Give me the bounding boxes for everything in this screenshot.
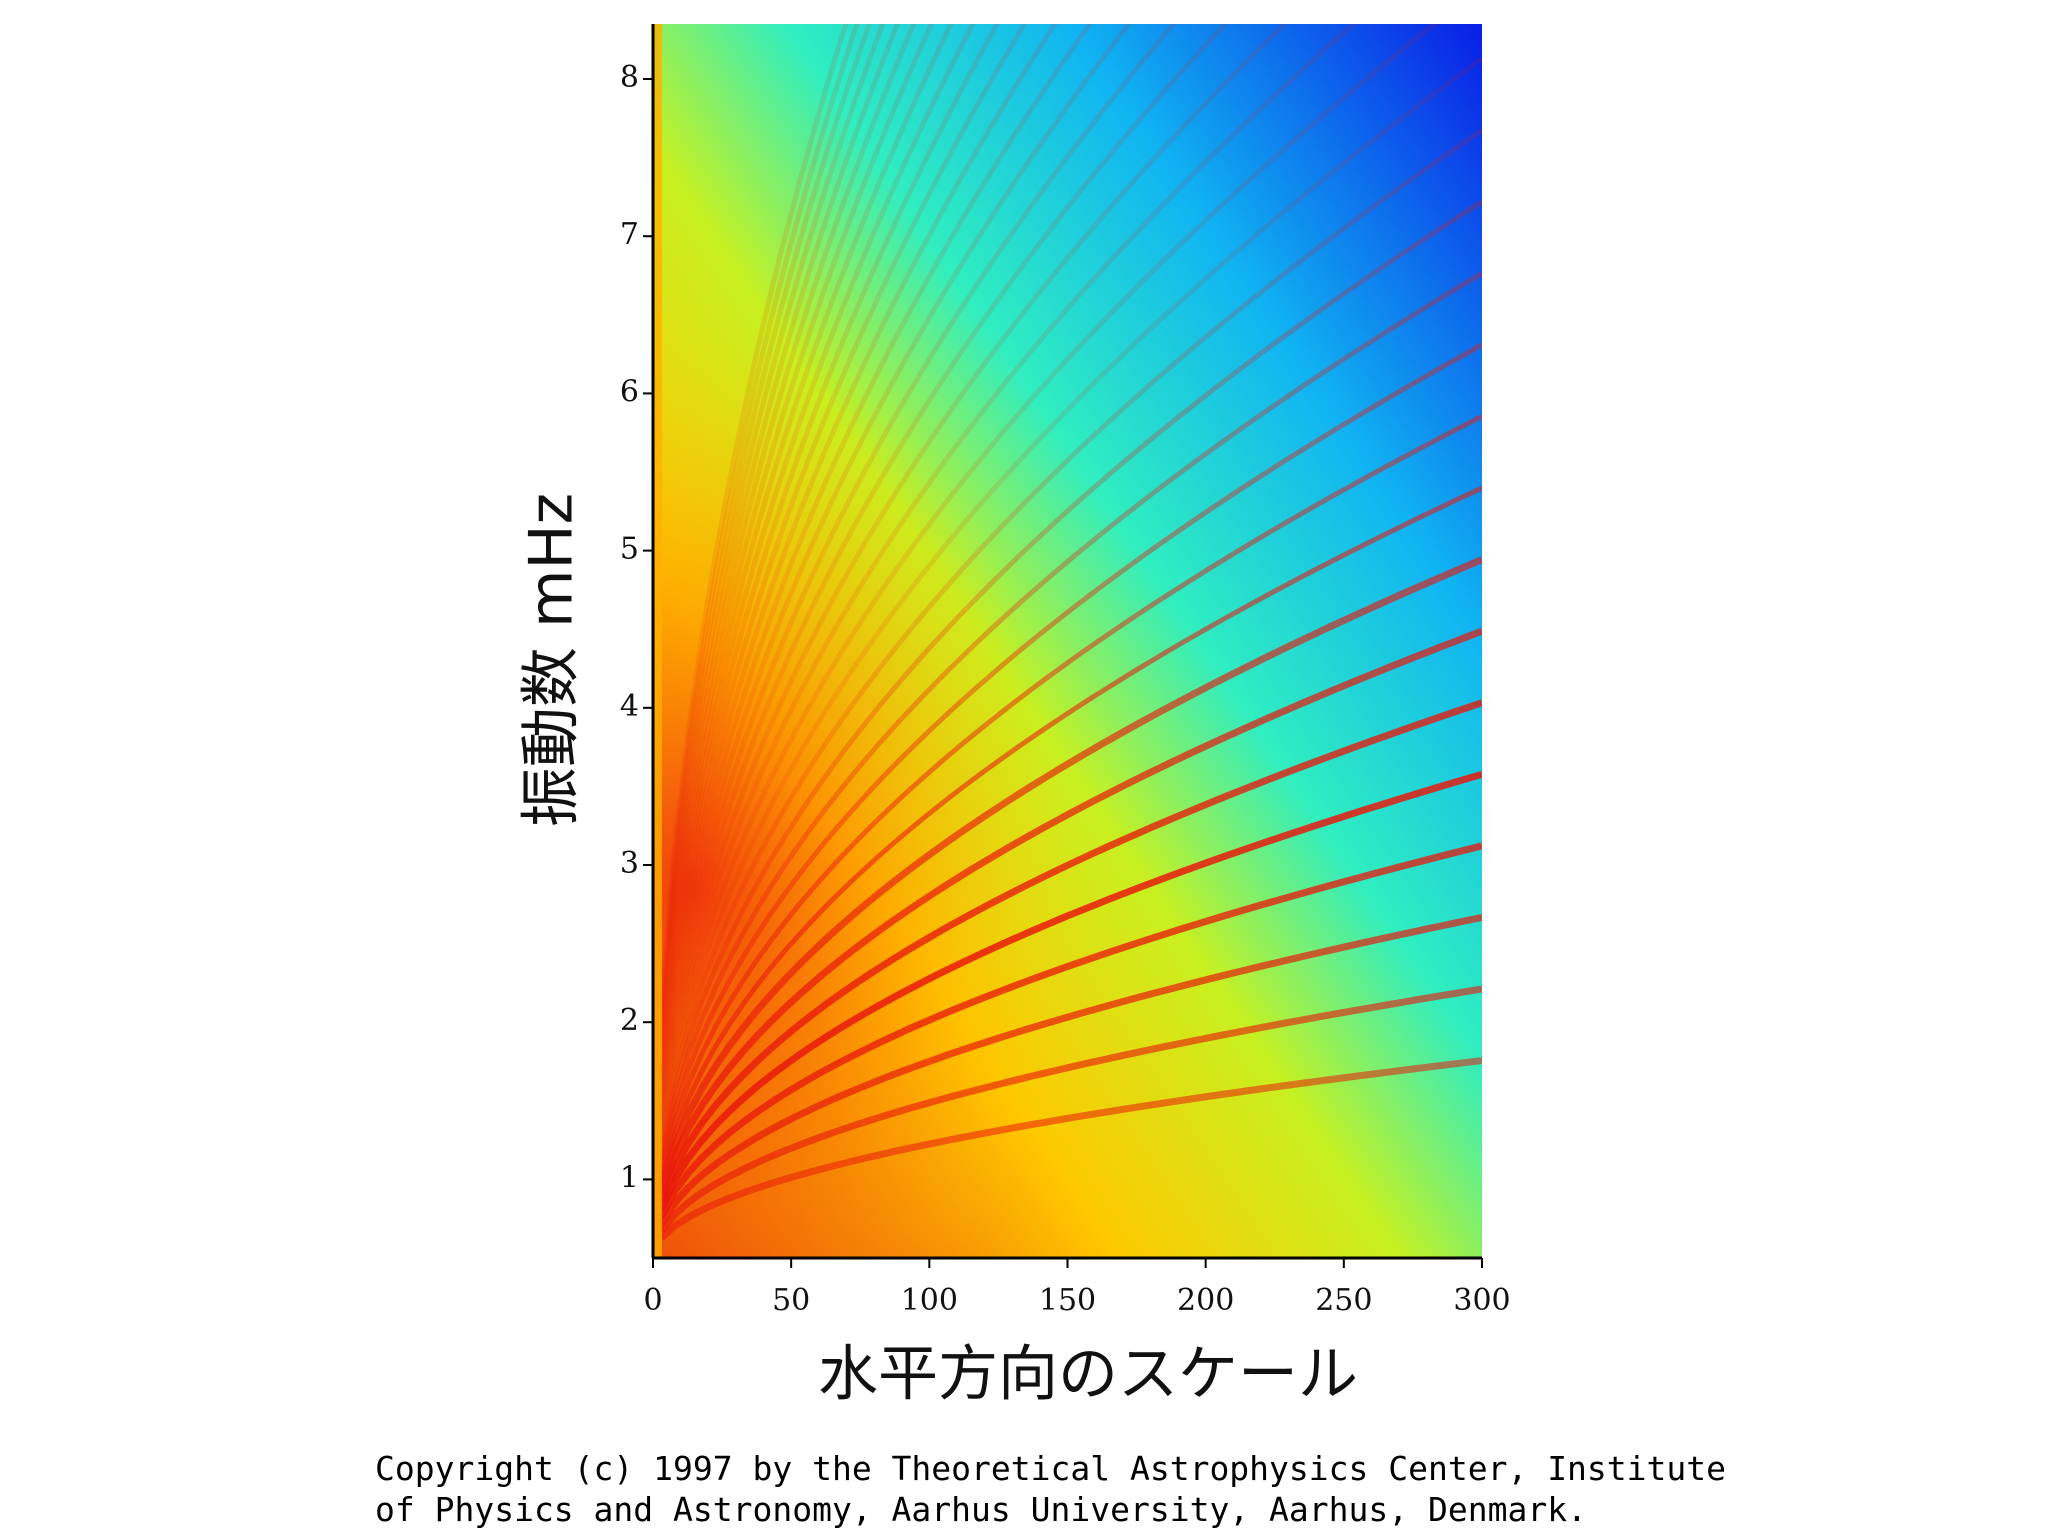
- ridge: [658, 24, 1288, 1117]
- ridge: [658, 842, 1482, 1219]
- ridge: [658, 24, 935, 1046]
- ridge: [658, 414, 1482, 1175]
- x-tick-label: 50: [772, 1283, 810, 1318]
- y-axis-label: 振動数 mHz: [517, 493, 587, 827]
- heatmap-glow: [653, 24, 1482, 1258]
- x-tick-label: 300: [1453, 1283, 1510, 1318]
- ridge: [658, 24, 1001, 1067]
- ridge: [658, 24, 872, 1017]
- ridge: [658, 24, 954, 1053]
- x-tick-label: 100: [901, 1283, 958, 1318]
- ridge: [658, 128, 1482, 1146]
- ridge: [658, 24, 1093, 1089]
- ridge: [658, 485, 1482, 1182]
- ridge: [658, 342, 1482, 1168]
- x-tick-label: 200: [1177, 1283, 1234, 1318]
- ridge: [658, 913, 1482, 1226]
- y-tick-label: 7: [620, 217, 639, 252]
- ridge: [658, 24, 849, 1003]
- copyright-line: Copyright (c) 1997 by the Theoretical As…: [375, 1449, 1726, 1488]
- y-tick-label: 5: [620, 532, 639, 567]
- ridge: [658, 24, 901, 1031]
- left-edge-band: [653, 24, 662, 1258]
- y-tick-label: 6: [620, 374, 639, 409]
- ridge: [658, 24, 976, 1060]
- ridge: [658, 24, 1132, 1096]
- y-tick-label: 1: [620, 1160, 639, 1195]
- ridge: [658, 24, 1177, 1103]
- ridge: [658, 985, 1482, 1234]
- ridge: [658, 24, 1229, 1110]
- x-tick-label: 150: [1039, 1283, 1096, 1318]
- ridge: [658, 770, 1482, 1212]
- ridge: [658, 24, 886, 1024]
- y-tick-label: 4: [620, 689, 639, 724]
- y-tick-label: 2: [620, 1003, 639, 1038]
- ridge: [657, 627, 1482, 1197]
- ridge: [658, 24, 1028, 1074]
- ridge: [658, 56, 1482, 1139]
- ridge: [658, 1057, 1482, 1241]
- ridge: [657, 556, 1482, 1190]
- x-tick-label: 250: [1315, 1283, 1372, 1318]
- x-axis-label: 水平方向のスケール: [818, 1340, 1358, 1410]
- x-tick-label: 0: [643, 1283, 662, 1318]
- ridge: [658, 24, 917, 1039]
- ridge: [658, 24, 1059, 1082]
- ridge: [658, 199, 1482, 1153]
- ridge: [658, 271, 1482, 1161]
- y-tick-label: 3: [620, 846, 639, 881]
- ridge: [658, 24, 860, 1010]
- ridge: [658, 24, 1439, 1132]
- y-tick-label: 8: [620, 60, 639, 95]
- ridge: [658, 699, 1482, 1204]
- plot-area: [653, 24, 1482, 1258]
- ridge: [658, 24, 1358, 1125]
- copyright-line: of Physics and Astronomy, Aarhus Univers…: [375, 1490, 1587, 1529]
